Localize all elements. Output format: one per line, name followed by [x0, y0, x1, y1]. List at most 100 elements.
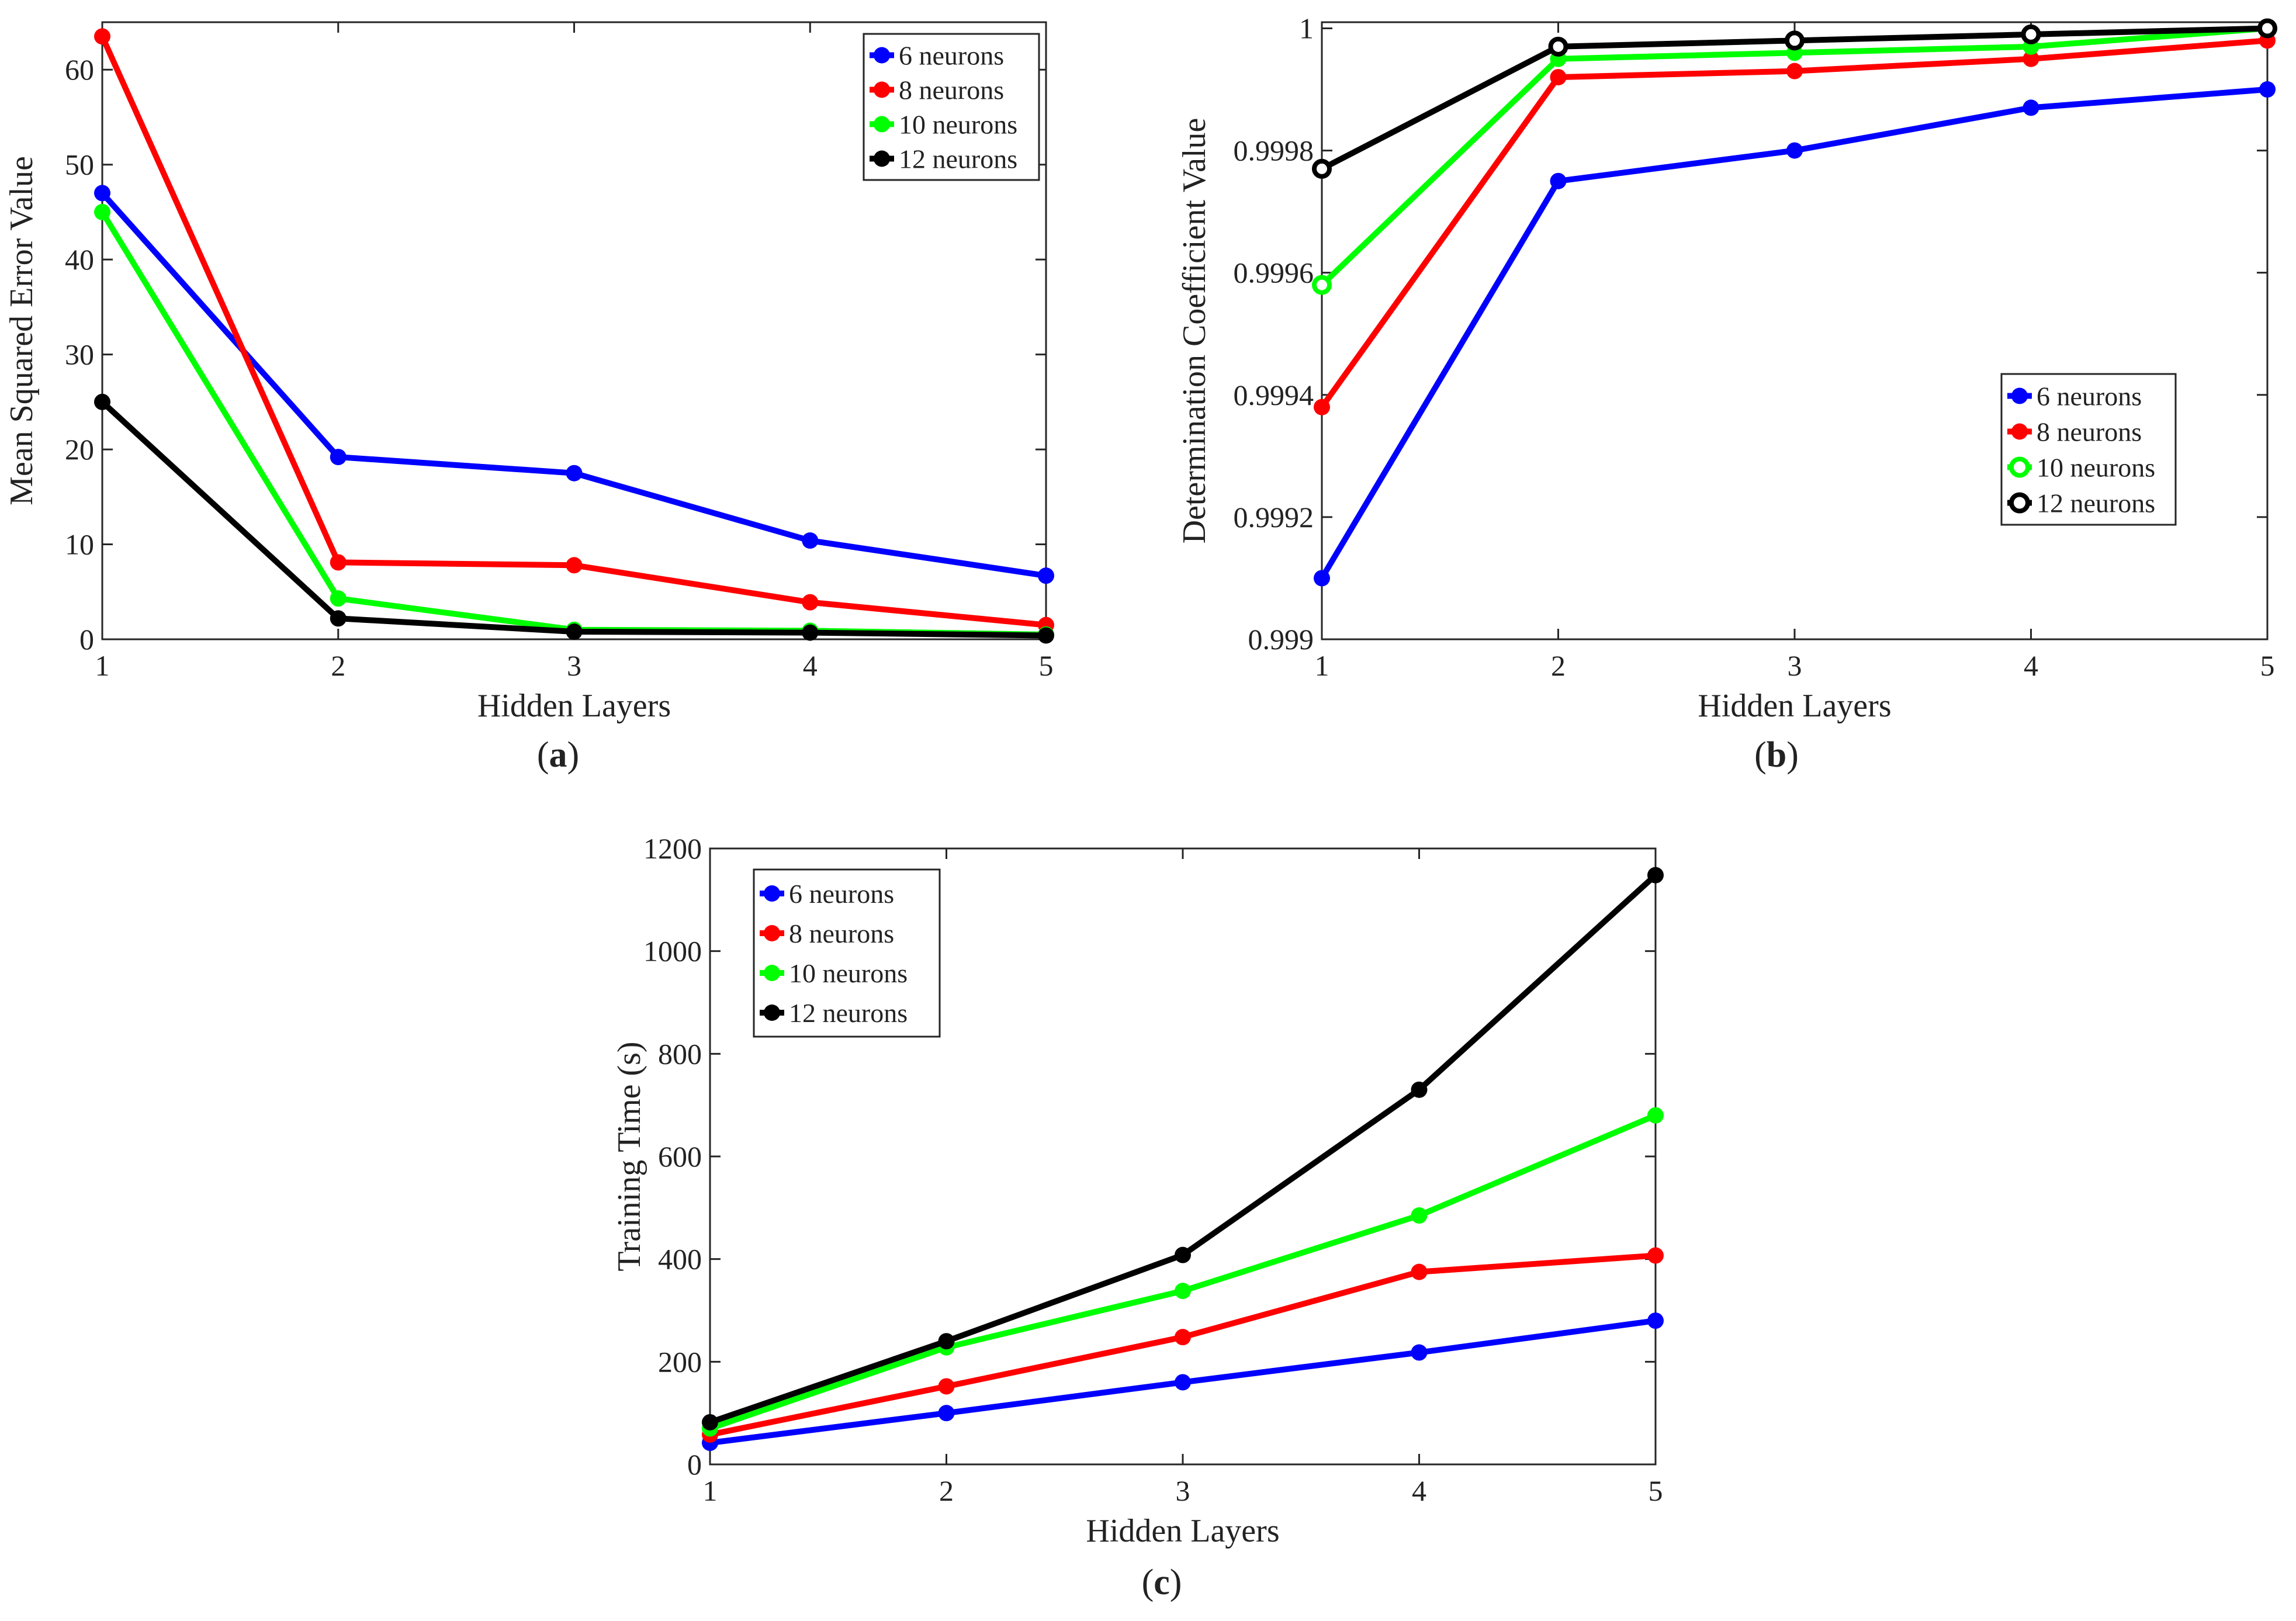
- data-point: [1785, 30, 1805, 51]
- data-point: [330, 590, 347, 607]
- data-point: [1175, 1283, 1191, 1300]
- data-point: [1175, 1329, 1191, 1346]
- data-point: [938, 1405, 955, 1422]
- data-point: [1038, 567, 1054, 584]
- series-12-neurons: [702, 867, 1664, 1431]
- caption-letter: b: [1767, 735, 1786, 775]
- legend-label: 6 neurons: [899, 41, 1004, 71]
- data-point: [802, 594, 819, 611]
- legend-label: 8 neurons: [2037, 417, 2142, 447]
- legend-label: 10 neurons: [789, 958, 908, 988]
- y-tick-label: 50: [65, 148, 94, 181]
- series-8-neurons: [1314, 32, 2276, 415]
- data-point: [1647, 1312, 1664, 1329]
- legend-entry: 8 neurons: [2007, 417, 2142, 447]
- legend-label: 12 neurons: [2037, 489, 2155, 518]
- legend-marker: [874, 116, 890, 133]
- data-point: [2021, 24, 2041, 44]
- legend-label: 10 neurons: [2037, 453, 2155, 483]
- data-point: [1647, 1247, 1664, 1264]
- panel-caption: (a): [537, 735, 579, 775]
- axes-box: [1321, 21, 2269, 640]
- data-point: [1550, 172, 1567, 189]
- caption-letter: c: [1154, 1563, 1170, 1602]
- legend-entry: 10 neurons: [870, 110, 1017, 140]
- x-tick-label: 3: [1788, 649, 1802, 682]
- y-tick-label: 400: [658, 1243, 702, 1276]
- legend-marker: [764, 925, 780, 941]
- series-line: [100, 191, 1047, 579]
- x-tick-label: 3: [567, 649, 581, 682]
- legend-box: [863, 33, 1040, 181]
- y-tick-label: 10: [65, 528, 94, 561]
- data-point: [1314, 399, 1330, 415]
- x-tick-label: 2: [939, 1474, 954, 1507]
- panel-caption: (c): [1142, 1563, 1182, 1602]
- data-point: [1038, 627, 1054, 644]
- y-tick-label: 800: [658, 1037, 702, 1070]
- x-tick-label: 2: [331, 649, 345, 682]
- legend-marker: [2011, 387, 2028, 404]
- data-point: [330, 610, 347, 627]
- data-point: [2023, 99, 2039, 116]
- caption-paren-close: ): [1170, 1563, 1182, 1602]
- legend-marker: [764, 885, 780, 902]
- data-point: [802, 624, 819, 641]
- data-point: [2023, 50, 2039, 67]
- legend-marker: [764, 965, 780, 981]
- legend-entry: 8 neurons: [760, 919, 894, 948]
- caption-paren-open: (: [1754, 735, 1767, 775]
- legend-label: 6 neurons: [789, 879, 894, 909]
- legend-entry: 12 neurons: [870, 144, 1017, 174]
- x-axis-label: Hidden Layers: [1086, 1513, 1279, 1549]
- x-tick-label: 1: [1315, 649, 1329, 682]
- y-tick-label: 0.9992: [1234, 501, 1314, 534]
- data-point: [1411, 1081, 1428, 1098]
- panel-caption: (b): [1754, 735, 1799, 775]
- legend-label: 12 neurons: [899, 144, 1017, 174]
- data-point: [566, 557, 583, 574]
- y-tick-label: 0: [79, 623, 94, 656]
- data-point: [1312, 275, 1332, 295]
- data-point: [702, 1414, 718, 1431]
- y-tick-label: 60: [65, 53, 94, 86]
- caption-letter: a: [549, 735, 567, 775]
- data-point: [802, 532, 819, 549]
- data-point: [938, 1378, 955, 1395]
- legend-marker: [874, 150, 890, 167]
- data-point: [1411, 1263, 1428, 1280]
- legend-marker: [764, 1005, 780, 1021]
- legend-label: 10 neurons: [899, 110, 1017, 140]
- x-tick-label: 5: [2260, 649, 2275, 682]
- data-point: [2259, 81, 2276, 98]
- x-axis-label: Hidden Layers: [1698, 688, 1891, 724]
- y-axis-label: Training Time (s): [611, 1041, 647, 1271]
- x-tick-label: 4: [803, 649, 818, 682]
- legend-entry: 12 neurons: [760, 998, 908, 1028]
- data-point: [2257, 18, 2277, 39]
- data-point: [566, 465, 583, 482]
- y-tick-label: 600: [658, 1140, 702, 1173]
- legend: 6 neurons 8 neurons 10 neurons 12 neurons: [2000, 373, 2177, 526]
- legend-marker: [874, 81, 890, 98]
- legend-entry: 12 neurons: [2007, 489, 2155, 518]
- legend-box: [2000, 373, 2177, 526]
- y-tick-label: 0.9994: [1234, 379, 1314, 411]
- chart-c: 1 2 3 4 5 0 200 400 600 800 1000 1200 Hidden Layers T…: [611, 832, 1664, 1602]
- series-12-neurons: [1312, 18, 2277, 179]
- series-6-neurons: [94, 185, 1054, 584]
- data-point: [1550, 69, 1567, 86]
- data-point: [1312, 158, 1332, 179]
- x-tick-label: 5: [1039, 649, 1054, 682]
- legend-label: 8 neurons: [899, 75, 1004, 105]
- series-8-neurons: [94, 28, 1054, 633]
- data-point: [938, 1333, 955, 1350]
- data-point: [1548, 36, 1568, 57]
- data-point: [1786, 63, 1803, 79]
- caption-paren-close: ): [1786, 735, 1799, 775]
- y-tick-label: 0.9998: [1234, 134, 1314, 167]
- x-tick-label: 1: [95, 649, 110, 682]
- data-point: [330, 449, 347, 466]
